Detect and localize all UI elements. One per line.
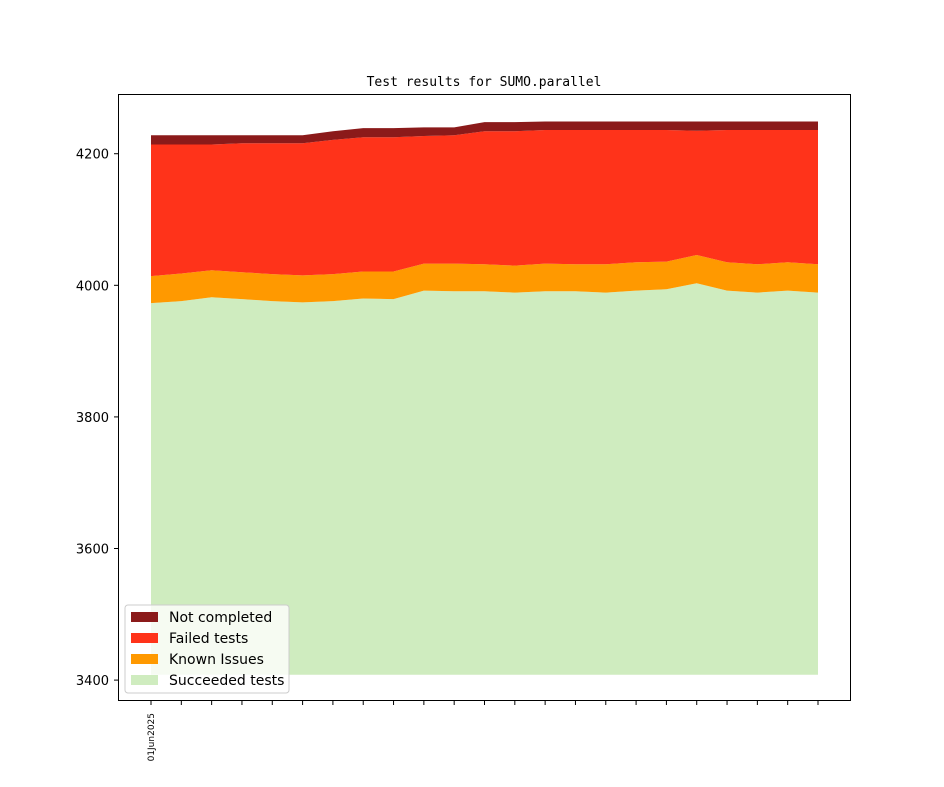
- x-axis: 01Jun2025: [147, 700, 819, 761]
- x-tick-label: 01Jun2025: [147, 713, 157, 761]
- legend-label: Failed tests: [169, 631, 248, 647]
- legend-swatch: [131, 633, 158, 643]
- legend: Not completed Failed tests Known Issues Suc…: [124, 604, 290, 694]
- area-not-completed: [151, 121, 818, 145]
- y-tick-label: 3800: [76, 411, 109, 426]
- legend-label: Known Issues: [169, 652, 264, 668]
- legend-swatch: [131, 654, 158, 664]
- legend-label: Succeeded tests: [169, 673, 284, 689]
- y-tick-label: 4200: [76, 148, 109, 163]
- area-failed-tests: [151, 130, 818, 277]
- legend-swatch: [131, 612, 158, 622]
- area-succeeded-tests: [151, 283, 818, 675]
- legend-swatch: [131, 675, 158, 685]
- y-axis: 3400 3600 3800 4000 4200: [76, 148, 119, 689]
- legend-label: Not completed: [169, 610, 272, 626]
- area-known-issues: [151, 255, 818, 304]
- legend-box: [124, 604, 290, 694]
- y-tick-label: 3400: [76, 674, 109, 689]
- y-tick-label: 4000: [76, 279, 109, 294]
- y-tick-label: 3600: [76, 543, 109, 558]
- chart-title: Test results for SUMO.parallel: [367, 75, 602, 90]
- areas: [151, 121, 818, 675]
